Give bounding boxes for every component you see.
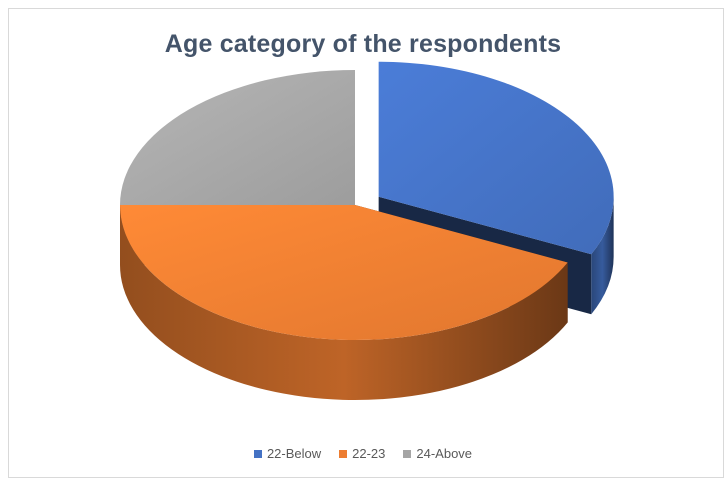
legend-swatch-24-above bbox=[403, 449, 412, 458]
legend-label-22-23: 22-23 bbox=[352, 446, 386, 461]
legend-label-22-below: 22-Below bbox=[266, 446, 322, 461]
legend-item-22-23: 22-23 bbox=[339, 446, 385, 461]
pie-slice-22-below bbox=[378, 61, 614, 255]
pie-side-rim-22-23 bbox=[119, 205, 568, 400]
legend-item-24-above: 24-Above bbox=[403, 446, 472, 461]
pie-slice-24-above bbox=[120, 70, 355, 205]
legend-swatch-22-23 bbox=[339, 449, 348, 458]
legend-label-24-above: 24-Above bbox=[416, 446, 473, 461]
legend-swatch-22-below bbox=[253, 449, 262, 458]
chart-title: Age category of the respondents bbox=[164, 30, 562, 58]
pie-side-rim-22-below bbox=[591, 196, 614, 315]
pie-slice-22-23 bbox=[119, 205, 568, 340]
legend: 22-Below 22-23 24-Above bbox=[0, 446, 726, 461]
legend-item-22-below: 22-Below bbox=[253, 446, 322, 461]
pie-tops bbox=[119, 61, 614, 340]
